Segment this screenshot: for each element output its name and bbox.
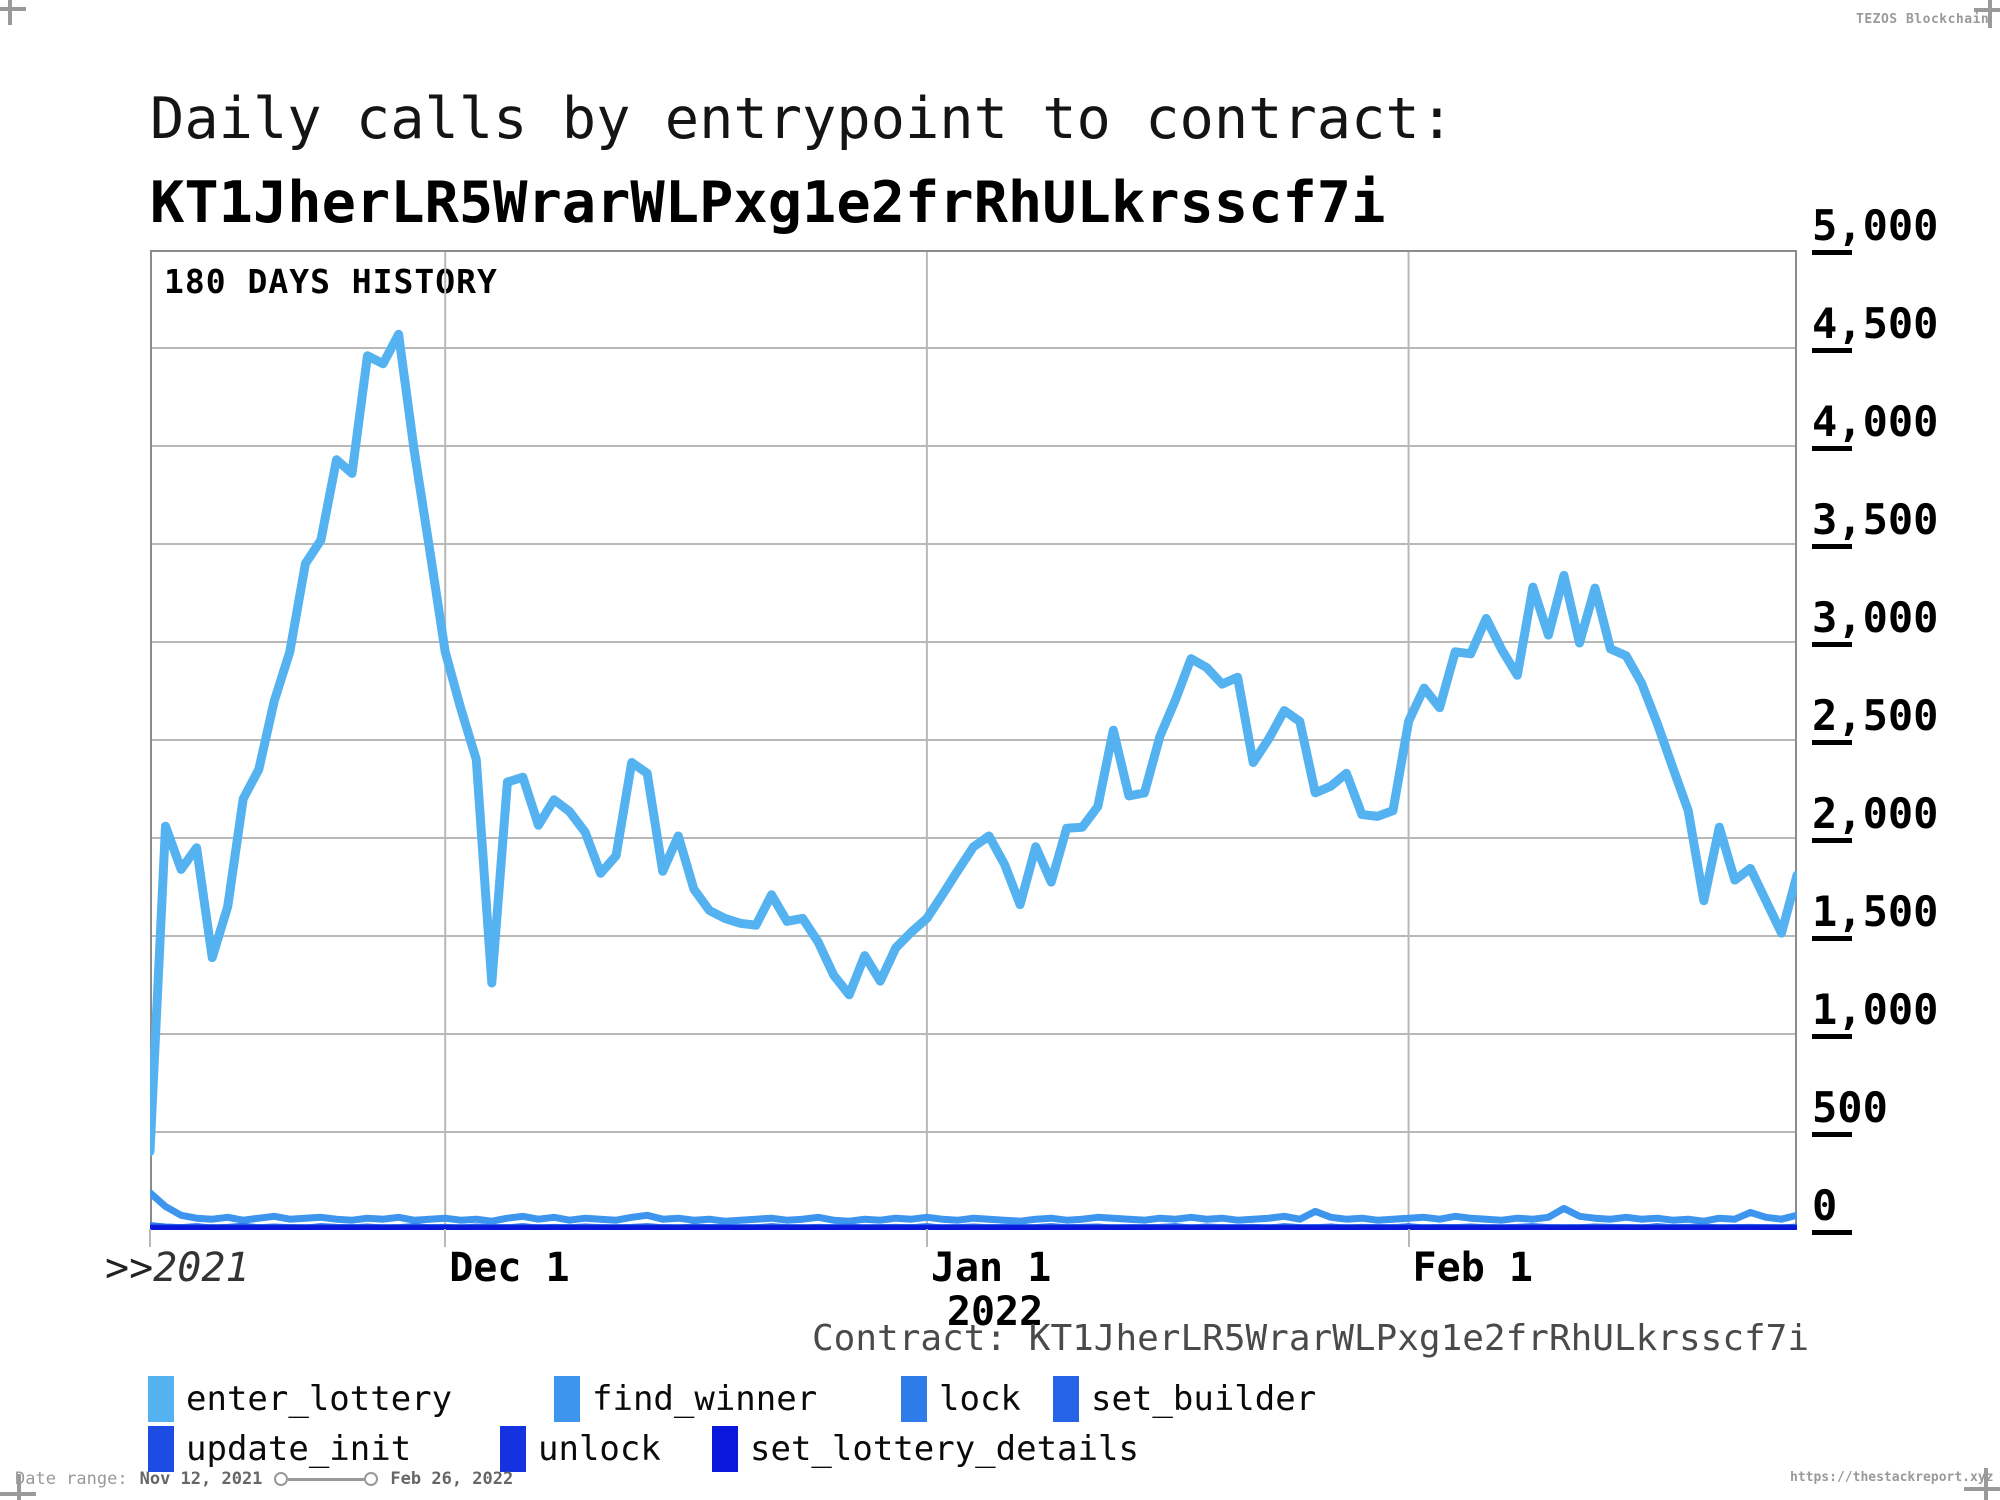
y-tick-0: 0 — [1812, 1184, 1852, 1235]
date-range-slider[interactable] — [274, 1472, 379, 1486]
y-tick-label: 0 — [1812, 1181, 1838, 1230]
y-tick-label: 1,000 — [1812, 985, 1939, 1034]
y-tick-label: 5,000 — [1812, 201, 1939, 250]
legend-label-set_builder: set_builder — [1091, 1379, 1317, 1419]
legend-item-find_winner: find_winner — [554, 1376, 817, 1422]
legend-item-lock: lock — [901, 1376, 1021, 1422]
crop-mark-bottom-right-v — [1984, 1468, 1988, 1500]
legend-label-set_lottery_details: set_lottery_details — [750, 1429, 1139, 1469]
y-tick-mark — [1812, 642, 1852, 647]
contract-caption-value: KT1JherLR5WrarWLPxg1e2frRhULkrsscf7i — [1028, 1318, 1810, 1359]
legend-swatch-unlock — [500, 1426, 526, 1472]
y-tick-mark — [1812, 544, 1852, 549]
x-tick-Dec-1: Dec 1 — [449, 1245, 570, 1291]
y-tick-mark — [1812, 936, 1852, 941]
y-tick-2500: 2,500 — [1812, 694, 1938, 745]
date-range-end: Feb 26, 2022 — [390, 1469, 514, 1489]
brand-tag: TEZOS Blockchain — [1856, 12, 1990, 27]
chart-title-contract-address: KT1JherLR5WrarWLPxg1e2frRhULkrsscf7i — [150, 170, 1386, 236]
y-tick-1000: 1,000 — [1812, 988, 1938, 1039]
contract-caption-label: Contract: — [812, 1318, 1008, 1359]
crop-mark-bottom-left-v — [17, 1474, 21, 1500]
x-origin-prefix: >> — [105, 1245, 154, 1291]
y-tick-label: 2,000 — [1812, 789, 1939, 838]
chart-plot-area — [145, 250, 1802, 1234]
date-range-slider-track — [288, 1477, 365, 1481]
x-origin-year: 2021 — [153, 1245, 250, 1291]
legend-label-enter_lottery: enter_lottery — [186, 1379, 453, 1419]
y-tick-4500: 4,500 — [1812, 302, 1938, 353]
x-tick-mark — [925, 1229, 928, 1247]
y-tick-4000: 4,000 — [1812, 400, 1938, 451]
legend-label-find_winner: find_winner — [592, 1379, 818, 1419]
x-tick-sub-year: 2022 — [946, 1289, 1044, 1335]
series-line-enter_lottery — [145, 329, 1802, 1157]
x-tick-Jan-1: Jan 1 2022 — [930, 1245, 1052, 1335]
x-tick-mark — [444, 1229, 447, 1247]
y-tick-label: 3,000 — [1812, 593, 1939, 642]
crop-mark-top-left-v — [8, 0, 12, 25]
x-axis-origin-label: >>2021 — [105, 1246, 250, 1290]
contract-caption: Contract: KT1JherLR5WrarWLPxg1e2frRhULkr… — [812, 1318, 1809, 1359]
legend-item-update_init: update_init — [148, 1426, 411, 1472]
legend-label-update_init: update_init — [186, 1429, 412, 1469]
y-tick-5000: 5,000 — [1812, 204, 1938, 255]
source-url: https://thestackreport.xyz — [1790, 1470, 1994, 1485]
y-tick-label: 500 — [1812, 1083, 1888, 1132]
crop-mark-top-right-h — [1974, 8, 2000, 12]
y-tick-label: 4,500 — [1812, 299, 1939, 348]
y-tick-label: 4,000 — [1812, 397, 1939, 446]
crop-mark-top-left-h — [0, 7, 26, 11]
y-tick-mark — [1812, 446, 1852, 451]
legend-swatch-enter_lottery — [148, 1376, 174, 1422]
y-tick-mark — [1812, 838, 1852, 843]
chart-title-line1: Daily calls by entrypoint to contract: — [150, 86, 1455, 152]
legend-swatch-lock — [901, 1376, 927, 1422]
x-tick-mark — [1407, 1229, 1410, 1247]
date-range-slider-handle-start[interactable] — [274, 1472, 289, 1486]
date-range-footer: Date range: Nov 12, 2021 Feb 26, 2022 — [15, 1469, 513, 1489]
x-tick-mark — [149, 1229, 151, 1247]
y-tick-label: 2,500 — [1812, 691, 1939, 740]
legend-item-set_lottery_details: set_lottery_details — [712, 1426, 1139, 1472]
x-tick-Feb-1: Feb 1 — [1412, 1245, 1533, 1291]
y-tick-mark — [1812, 740, 1852, 745]
y-tick-mark — [1812, 250, 1852, 255]
y-tick-3000: 3,000 — [1812, 596, 1938, 647]
y-tick-mark — [1812, 1230, 1852, 1235]
y-tick-label: 1,500 — [1812, 887, 1939, 936]
legend-swatch-update_init — [148, 1426, 174, 1472]
date-range-start: Nov 12, 2021 — [139, 1469, 263, 1489]
legend-item-enter_lottery: enter_lottery — [148, 1376, 452, 1422]
y-tick-mark — [1812, 1034, 1852, 1039]
legend-item-unlock: unlock — [500, 1426, 661, 1472]
y-tick-500: 500 — [1812, 1086, 1888, 1137]
legend-swatch-find_winner — [554, 1376, 580, 1422]
y-tick-label: 3,500 — [1812, 495, 1939, 544]
date-range-label: Date range: — [15, 1469, 128, 1489]
series-line-find_winner — [146, 1189, 1801, 1225]
history-window-label: 180 DAYS HISTORY — [164, 262, 498, 301]
legend-swatch-set_lottery_details — [712, 1426, 738, 1472]
crop-mark-bottom-right-h — [1964, 1487, 2000, 1491]
legend-swatch-set_builder — [1053, 1376, 1079, 1422]
y-tick-2000: 2,000 — [1812, 792, 1938, 843]
date-range-slider-handle-end[interactable] — [364, 1472, 379, 1486]
y-tick-mark — [1812, 348, 1852, 353]
y-tick-3500: 3,500 — [1812, 498, 1938, 549]
legend-item-set_builder: set_builder — [1053, 1376, 1316, 1422]
y-tick-mark — [1812, 1132, 1852, 1137]
chart-canvas — [145, 250, 1802, 1234]
legend-label-lock: lock — [939, 1379, 1021, 1419]
crop-mark-top-right-v — [1988, 0, 1992, 28]
y-tick-1500: 1,500 — [1812, 890, 1938, 941]
legend-label-unlock: unlock — [538, 1429, 661, 1469]
